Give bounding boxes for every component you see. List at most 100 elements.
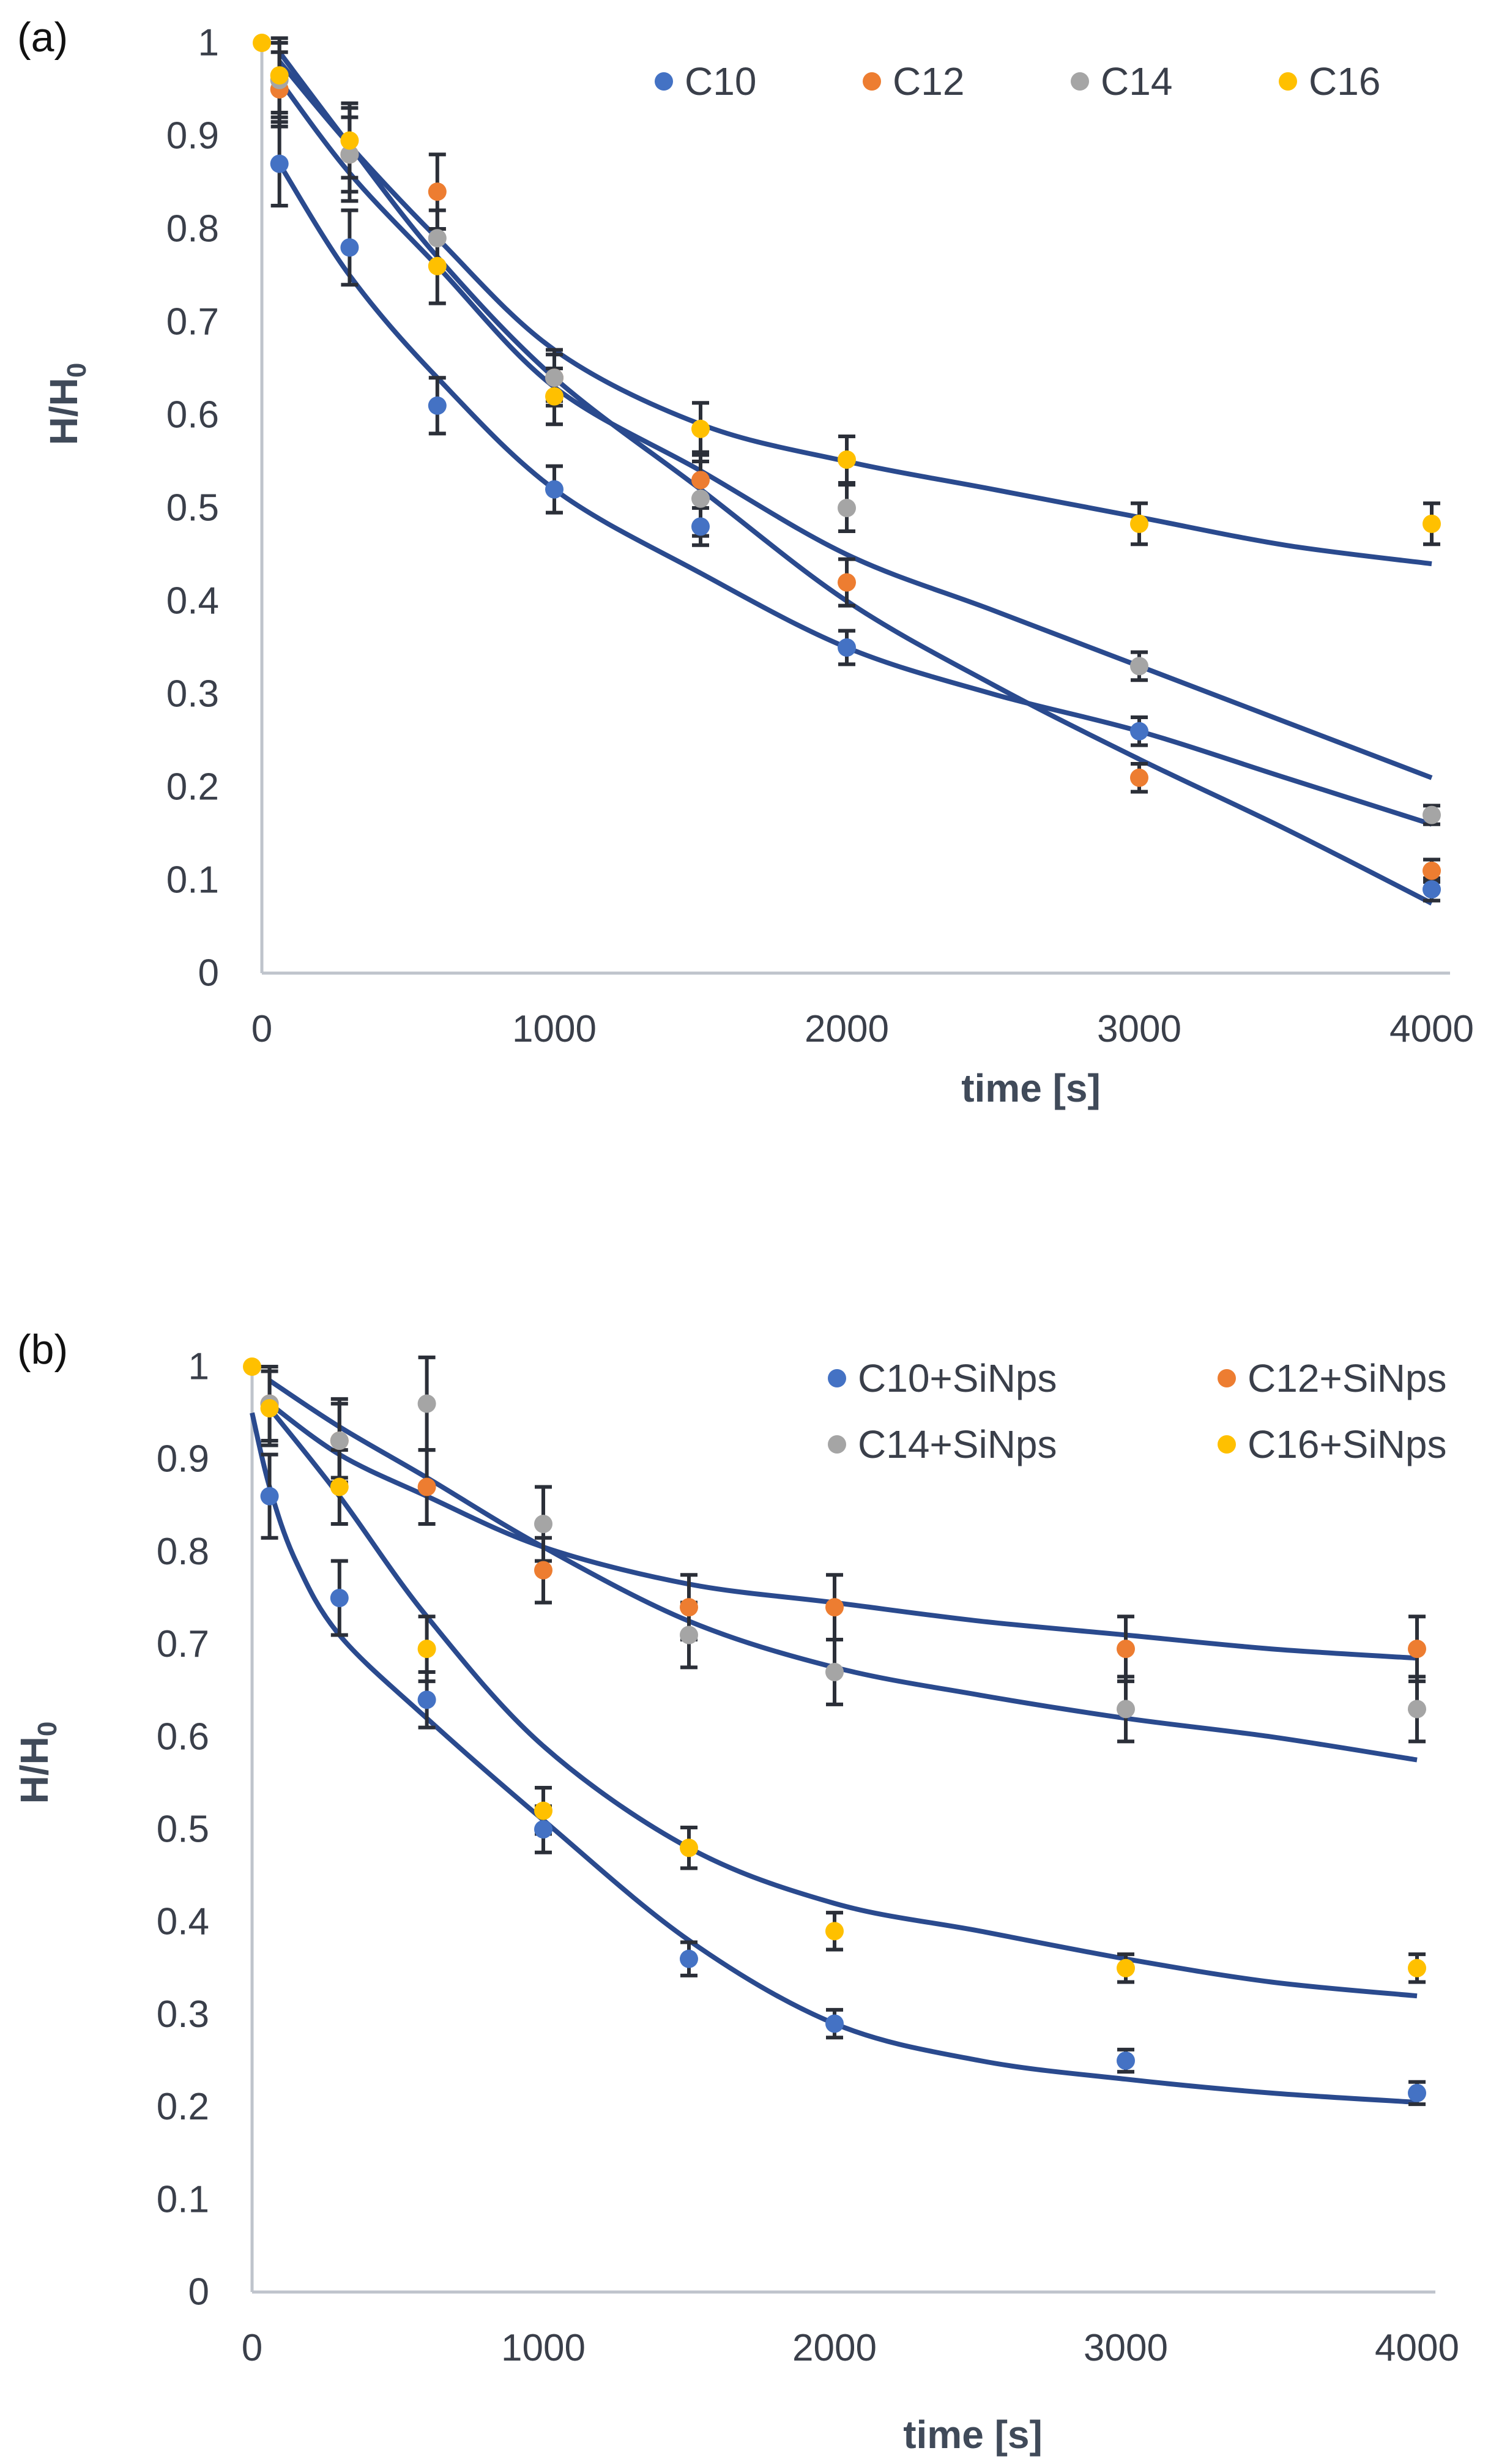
data-point-c10-sinps xyxy=(825,2014,844,2033)
data-point-c16 xyxy=(428,256,447,275)
legend-entry: C12 xyxy=(863,59,964,103)
data-point-c10 xyxy=(428,396,447,415)
data-point-c16-sinps xyxy=(1408,1958,1426,1977)
y-tick-label: 0.9 xyxy=(166,115,219,157)
y-tick-label: 0.7 xyxy=(157,1623,209,1665)
legend-label: C12 xyxy=(893,59,964,103)
legend-entry: C10+SiNps xyxy=(828,1356,1057,1400)
legend-marker xyxy=(828,1435,846,1454)
data-point-c14-sinps xyxy=(680,1626,698,1645)
x-tick-label: 1000 xyxy=(512,1008,597,1050)
data-point-c16-sinps xyxy=(534,1801,552,1820)
x-axis-title: time [s] xyxy=(961,1066,1101,1110)
y-axis-title: H/H0 xyxy=(12,1722,62,1804)
x-tick-label: 2000 xyxy=(805,1008,889,1050)
legend-entry: C16+SiNps xyxy=(1218,1422,1447,1466)
y-tick-label: 0.3 xyxy=(166,673,219,715)
data-point-c10 xyxy=(340,238,359,257)
data-point-c14-sinps xyxy=(330,1431,349,1450)
legend-entry: C12+SiNps xyxy=(1218,1356,1447,1400)
chart-panel-b: (b) 0 0.1 0.2 0.3 0.4 0.5 0.6 0.7 0.8 0.9 1 0 1000 200… xyxy=(12,1326,1459,2457)
y-tick-label: 0.3 xyxy=(157,1993,209,2036)
x-axis-title: time [s] xyxy=(903,2413,1043,2457)
y-tick-label: 0.1 xyxy=(157,2178,209,2220)
y-tick-label: 0.8 xyxy=(166,208,219,250)
data-point-c12-sinps xyxy=(417,1477,436,1496)
y-tick-label: 0.4 xyxy=(157,1901,209,1943)
y-tick-label: 0.8 xyxy=(157,1531,209,1573)
data-point-c10-sinps xyxy=(1117,2051,1135,2070)
data-point-c10-sinps xyxy=(260,1487,279,1506)
data-point-c16 xyxy=(253,34,271,52)
y-tick-label: 0.7 xyxy=(166,301,219,343)
data-point-c14 xyxy=(691,489,710,508)
data-point-c14 xyxy=(1423,805,1441,824)
data-point-c16-sinps xyxy=(825,1922,844,1941)
legend-marker xyxy=(1218,1369,1236,1387)
data-point-c16-sinps xyxy=(1117,1958,1135,1977)
data-point-c12-sinps xyxy=(825,1598,844,1617)
data-point-c12 xyxy=(428,182,447,201)
data-point-c12 xyxy=(691,471,710,490)
data-point-c16 xyxy=(838,450,856,469)
y-tick-label: 0.5 xyxy=(157,1809,209,1851)
data-point-c16 xyxy=(340,131,359,150)
legend-label: C14 xyxy=(1101,59,1172,103)
data-point-c14-sinps xyxy=(534,1515,552,1534)
data-point-c12 xyxy=(838,573,856,592)
legend-marker xyxy=(1279,72,1297,91)
data-point-c10 xyxy=(838,638,856,657)
legend-label: C16+SiNps xyxy=(1248,1422,1447,1466)
data-point-c10-sinps xyxy=(1408,2083,1426,2102)
fit-curve-c12 xyxy=(277,50,1433,906)
legend-marker xyxy=(828,1369,846,1387)
data-point-c14 xyxy=(340,145,359,164)
legend-entry: C10 xyxy=(655,59,756,103)
x-tick-label: 2000 xyxy=(792,2327,877,2369)
x-tick-label: 0 xyxy=(242,2327,262,2369)
fit-curve-c10-sinps xyxy=(250,1412,1418,2105)
data-point-c14-sinps xyxy=(1117,1700,1135,1719)
data-point-c16 xyxy=(270,66,289,85)
fit-curve-c14 xyxy=(277,78,1433,780)
legend-label: C14+SiNps xyxy=(858,1422,1057,1466)
data-point-c10 xyxy=(691,517,710,536)
fit-curve-c10 xyxy=(277,162,1433,827)
data-point-c12 xyxy=(1423,861,1441,880)
y-tick-label: 0.2 xyxy=(157,2086,209,2128)
y-tick-label: 0.6 xyxy=(157,1715,209,1758)
data-point-c14-sinps xyxy=(1408,1700,1426,1719)
legend-entry: C14+SiNps xyxy=(828,1422,1057,1466)
y-tick-label: 1 xyxy=(198,22,219,64)
y-tick-label: 0.4 xyxy=(166,580,219,622)
data-point-c16-sinps xyxy=(417,1640,436,1659)
legend-label: C16 xyxy=(1309,59,1380,103)
data-point-c16-sinps xyxy=(330,1477,349,1496)
y-tick-label: 0.2 xyxy=(166,766,219,808)
y-tick-label: 0.5 xyxy=(166,487,219,529)
y-axis-title: H/H0 xyxy=(42,363,92,446)
panel-label: (a) xyxy=(17,14,68,61)
data-point-c12-sinps xyxy=(1408,1640,1426,1659)
legend-entry: C16 xyxy=(1279,59,1380,103)
data-point-c10 xyxy=(270,154,289,173)
data-point-c14 xyxy=(545,368,564,387)
x-tick-label: 3000 xyxy=(1097,1008,1181,1050)
data-point-c10-sinps xyxy=(534,1820,552,1839)
legend-label: C12+SiNps xyxy=(1248,1356,1447,1400)
fit-curve-c16-sinps xyxy=(267,1406,1418,1999)
panel-label: (b) xyxy=(17,1326,68,1373)
x-tick-label: 1000 xyxy=(501,2327,586,2369)
data-point-c10-sinps xyxy=(330,1589,349,1607)
y-axis-title-subscript: 0 xyxy=(62,363,92,378)
fit-curve-c12-sinps xyxy=(268,1402,1418,1661)
x-tick-label: 4000 xyxy=(1389,1008,1474,1050)
fit-curve-c14-sinps xyxy=(268,1378,1418,1763)
legend-entry: C14 xyxy=(1071,59,1172,103)
data-point-c14 xyxy=(838,499,856,517)
data-point-c10-sinps xyxy=(417,1690,436,1709)
chart-panel-a: (a) 0 0.1 0.2 0.3 0.4 0.5 0.6 0.7 0.8 0.9 1 0 1000 200… xyxy=(17,14,1474,1110)
data-point-c16-sinps xyxy=(243,1357,261,1376)
legend-label: C10+SiNps xyxy=(858,1356,1057,1400)
